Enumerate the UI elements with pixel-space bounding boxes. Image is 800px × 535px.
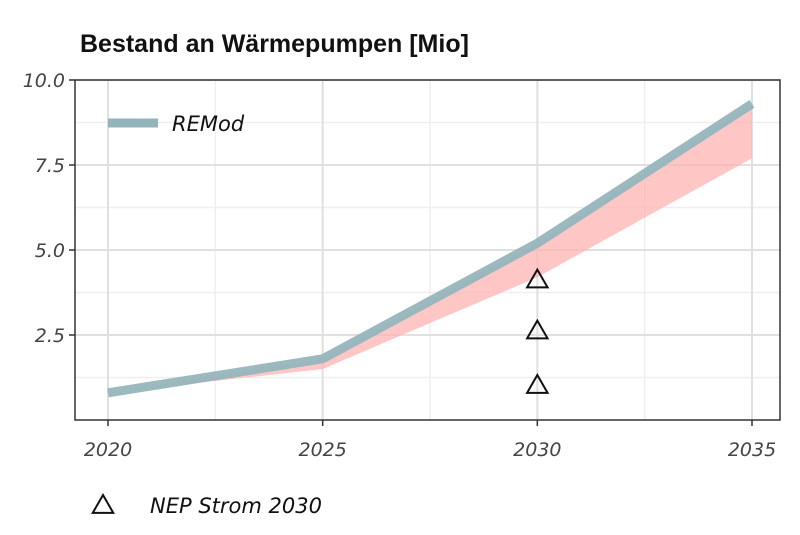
x-tick-label: 2025 xyxy=(298,439,346,461)
legend-nep: NEP Strom 2030 xyxy=(91,492,322,518)
nep-markers xyxy=(525,267,550,394)
y-tick-label: 7.5 xyxy=(35,155,65,177)
y-tick-label: 2.5 xyxy=(35,325,65,347)
nep-marker xyxy=(525,267,550,289)
nep-marker xyxy=(525,318,550,340)
legend-remod: REMod xyxy=(108,112,245,136)
x-tick-label: 2030 xyxy=(513,439,561,461)
chart-title: Bestand an Wärmepumpen [Mio] xyxy=(80,30,469,58)
series-lines xyxy=(107,100,755,398)
legend-label-remod: REMod xyxy=(172,112,245,136)
nep-marker xyxy=(525,372,550,394)
plot-area xyxy=(74,79,781,421)
legend-symbol-nep xyxy=(91,492,115,514)
axes: 2.5 5.0 7.5 10.0 2020 2025 2030 2035 xyxy=(23,70,776,461)
x-tick-label: 2035 xyxy=(728,439,776,461)
y-tick-label: 5.0 xyxy=(35,240,65,262)
x-tick-label: 2020 xyxy=(84,439,132,461)
series-line-remod xyxy=(107,100,755,398)
y-tick-label: 10.0 xyxy=(23,70,65,92)
legend-label-nep: NEP Strom 2030 xyxy=(150,494,322,518)
